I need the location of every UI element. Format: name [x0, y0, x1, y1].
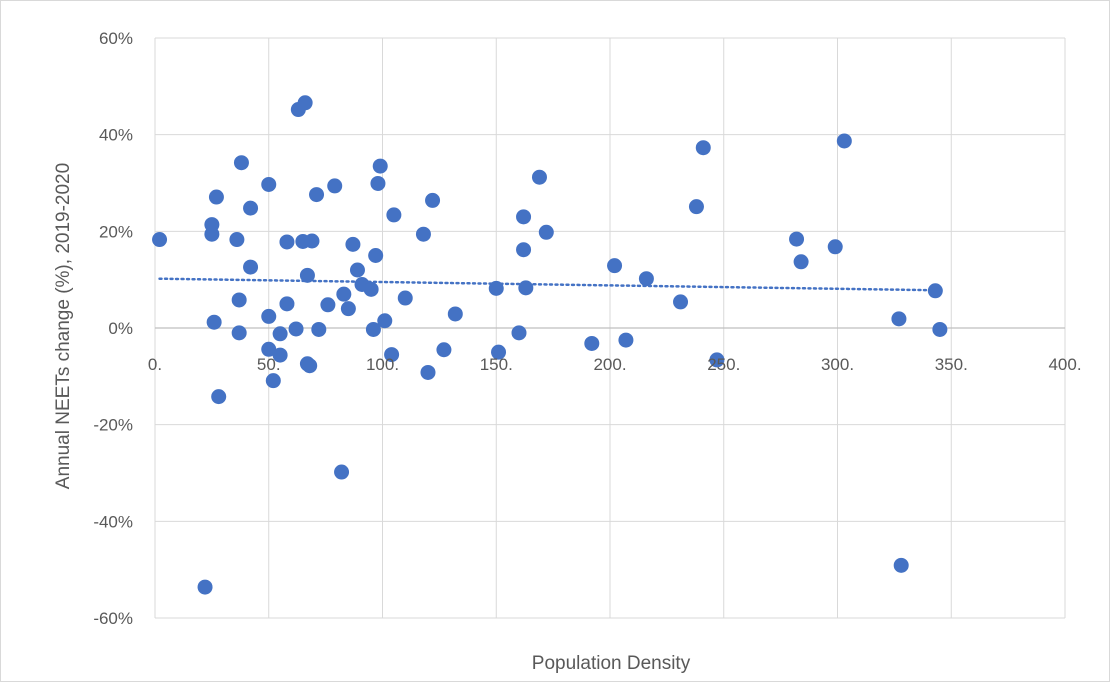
y-tick-label: -60% [93, 609, 133, 628]
data-point [415, 226, 431, 242]
data-point [231, 292, 247, 308]
data-point [320, 297, 336, 313]
y-tick-label: -20% [93, 416, 133, 435]
data-point [261, 176, 277, 192]
data-point [345, 236, 361, 252]
x-tick-label: 300. [821, 355, 854, 374]
data-point [197, 579, 213, 595]
data-point [516, 209, 532, 225]
data-point [377, 313, 393, 329]
data-point [836, 133, 852, 149]
data-point [793, 254, 809, 270]
data-point [893, 557, 909, 573]
data-point [447, 306, 463, 322]
y-axis-title: Annual NEETs change (%), 2019-2020 [53, 163, 74, 489]
data-point [152, 232, 168, 248]
data-point [927, 283, 943, 299]
data-point [370, 175, 386, 191]
data-point [204, 226, 220, 242]
data-point [243, 200, 259, 216]
data-point [789, 231, 805, 247]
data-point [302, 358, 318, 374]
data-point [304, 233, 320, 249]
x-tick-label: 150. [480, 355, 513, 374]
data-point [386, 207, 402, 223]
data-point [265, 373, 281, 389]
x-tick-label: 200. [593, 355, 626, 374]
data-point [297, 95, 313, 111]
data-point [211, 389, 227, 405]
data-point [891, 311, 907, 327]
data-point [436, 342, 452, 358]
data-point [334, 464, 350, 480]
trendline-layer [158, 277, 942, 292]
data-points [152, 95, 948, 595]
data-point [531, 169, 547, 185]
data-point [208, 189, 224, 205]
x-tick-label: 350. [935, 355, 968, 374]
data-point [618, 332, 634, 348]
y-tick-label: 40% [99, 126, 133, 145]
data-point [420, 364, 436, 380]
data-point [607, 258, 623, 274]
data-point [584, 335, 600, 351]
data-point [311, 321, 327, 337]
data-point [491, 344, 507, 360]
data-point [279, 234, 295, 250]
data-point [516, 242, 532, 258]
x-tick-label: 400. [1048, 355, 1081, 374]
data-point [261, 341, 277, 357]
x-tick-label: 250. [707, 355, 740, 374]
data-point [425, 192, 441, 208]
data-point [336, 286, 352, 302]
data-point [231, 325, 247, 341]
x-tick-labels: 0. 50. 100. 150. 200. 250. 300. 350. 400. [148, 355, 1082, 374]
data-point [206, 314, 222, 330]
data-point [279, 296, 295, 312]
x-tick-label: 50. [257, 355, 281, 374]
x-tick-label: 0. [148, 355, 162, 374]
data-point [688, 199, 704, 215]
data-point [511, 325, 527, 341]
data-point [288, 321, 304, 337]
data-point [538, 224, 554, 240]
data-point [932, 321, 948, 337]
data-point [518, 280, 534, 296]
y-tick-label: 60% [99, 29, 133, 48]
data-point [299, 267, 315, 283]
data-point [272, 326, 288, 342]
data-point [365, 321, 381, 337]
data-point [327, 178, 343, 194]
data-point [488, 280, 504, 296]
trendline [158, 277, 942, 292]
x-tick-label: 100. [366, 355, 399, 374]
y-tick-label: 0% [108, 319, 133, 338]
data-point [233, 155, 249, 171]
data-point [638, 271, 654, 287]
data-point [695, 140, 711, 156]
data-point [673, 294, 689, 310]
data-point [384, 347, 400, 363]
x-axis-title: Population Density [532, 653, 691, 674]
data-point [397, 290, 413, 306]
data-point [372, 158, 388, 174]
data-point [229, 232, 245, 248]
data-point [827, 239, 843, 255]
data-point [272, 347, 288, 363]
data-point [340, 301, 356, 317]
data-point [309, 187, 325, 203]
data-point [363, 281, 379, 297]
data-point [368, 248, 384, 263]
data-point [349, 262, 365, 278]
data-point [261, 308, 277, 324]
y-tick-label: -40% [93, 512, 133, 531]
data-point [709, 352, 725, 368]
y-tick-label: 20% [99, 222, 133, 241]
y-tick-labels: 60% 40% 20% 0% -20% -40% -60% [93, 29, 133, 628]
data-point [243, 259, 259, 275]
